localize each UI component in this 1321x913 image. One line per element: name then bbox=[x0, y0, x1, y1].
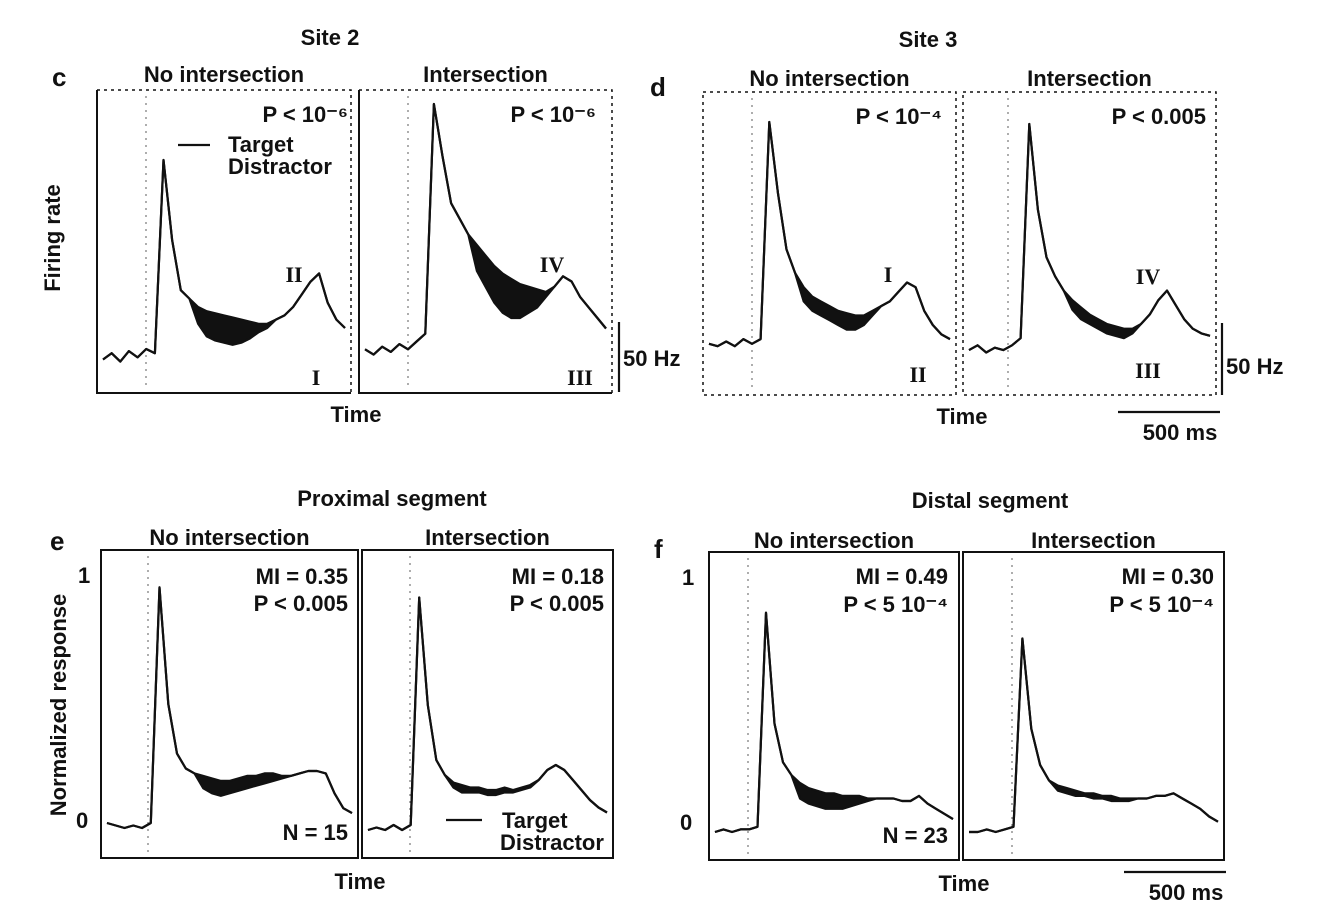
plot-frame-dashed bbox=[702, 91, 957, 396]
panel-label-e: e bbox=[50, 526, 64, 556]
x-axis-label-c: Time bbox=[331, 402, 382, 427]
segment-label-top: I bbox=[884, 262, 893, 287]
difference-band bbox=[189, 298, 277, 346]
stat-label: P < 0.005 bbox=[1112, 104, 1206, 129]
site2-title: Site 2 bbox=[301, 25, 360, 50]
y-tick-1-e: 1 bbox=[78, 563, 90, 588]
y-axis-label-bottom: Normalized response bbox=[46, 594, 71, 817]
stat-label-p: P < 0.005 bbox=[510, 591, 604, 616]
subplot-e-intersection: Intersection MI = 0.18P < 0.005 bbox=[361, 525, 614, 859]
plot-frame bbox=[708, 551, 960, 861]
segment-label-bottom: I bbox=[312, 365, 321, 390]
plot-frame-dashed bbox=[359, 89, 613, 393]
panel-label-d: d bbox=[650, 72, 666, 102]
series-line-distractor bbox=[102, 158, 346, 363]
subplot-title: No intersection bbox=[144, 62, 304, 87]
subplot-title: Intersection bbox=[1027, 66, 1152, 91]
plot-frame bbox=[96, 90, 351, 394]
legend-distractor-e: Distractor bbox=[500, 830, 604, 855]
subplot-title: Intersection bbox=[423, 62, 548, 87]
legend-target-e: Target bbox=[502, 808, 568, 833]
scale-label-500ms-d: 500 ms bbox=[1143, 420, 1218, 445]
segment-label-bottom: III bbox=[1135, 358, 1161, 383]
stat-label: MI = 0.18 bbox=[512, 564, 604, 589]
subplot-c-intersection: Intersection P < 10⁻⁶ IV III bbox=[358, 62, 613, 394]
stat-label-p: P < 5 10⁻⁴ bbox=[843, 592, 948, 617]
subplot-title: No intersection bbox=[754, 528, 914, 553]
legend-target-c: Target bbox=[228, 132, 294, 157]
proximal-title: Proximal segment bbox=[297, 486, 487, 511]
y-tick-0-f: 0 bbox=[680, 810, 692, 835]
stat-label: P < 10⁻⁶ bbox=[510, 102, 596, 127]
y-tick-1-f: 1 bbox=[682, 565, 694, 590]
segment-label-top: II bbox=[285, 262, 302, 287]
n-label: N = 15 bbox=[283, 820, 348, 845]
stat-label: MI = 0.49 bbox=[856, 564, 948, 589]
subplot-f-intersection: Intersection MI = 0.30 P < 5 10⁻⁴ bbox=[962, 528, 1225, 861]
scale-label-50hz-c: 50 Hz bbox=[623, 346, 680, 371]
n-label: N = 23 bbox=[883, 823, 948, 848]
plot-frame bbox=[361, 549, 614, 859]
series-line-distractor bbox=[367, 596, 608, 832]
segment-label-bottom: II bbox=[909, 362, 926, 387]
x-axis-label-f: Time bbox=[939, 871, 990, 896]
series-line-target bbox=[364, 102, 607, 356]
series-line-distractor bbox=[364, 102, 607, 356]
x-axis-label-d: Time bbox=[937, 404, 988, 429]
segment-label-bottom: III bbox=[567, 365, 593, 390]
subplot-title: Intersection bbox=[425, 525, 550, 550]
y-axis-label-top: Firing rate bbox=[40, 184, 65, 292]
stat-label: P < 10⁻⁶ bbox=[262, 102, 348, 127]
plot-frame-dashed bbox=[962, 91, 1217, 396]
subplot-f-no-intersection: No intersection MI = 0.49 P < 5 10⁻⁴ N = 23 bbox=[708, 528, 960, 861]
subplot-title: Intersection bbox=[1031, 528, 1156, 553]
stat-label-p: P < 5 10⁻⁴ bbox=[1109, 592, 1214, 617]
panel-label-f: f bbox=[654, 534, 663, 564]
plot-frame bbox=[100, 549, 359, 859]
distal-title: Distal segment bbox=[912, 488, 1069, 513]
subplot-d-intersection: Intersection P < 0.005 IV III bbox=[962, 66, 1217, 396]
y-tick-0-e: 0 bbox=[76, 808, 88, 833]
plot-frame-dashed bbox=[97, 89, 352, 393]
plot-frame bbox=[962, 551, 1225, 861]
series-line-target bbox=[969, 637, 1219, 834]
subplot-title: No intersection bbox=[149, 525, 309, 550]
segment-label-top: IV bbox=[1136, 264, 1161, 289]
stat-label: P < 10⁻⁴ bbox=[856, 104, 942, 129]
scale-label-500ms-f: 500 ms bbox=[1149, 880, 1224, 905]
plot-frame bbox=[358, 90, 612, 394]
series-line-distractor bbox=[714, 611, 954, 834]
segment-label-top: IV bbox=[540, 252, 565, 277]
stat-label: MI = 0.35 bbox=[256, 564, 348, 589]
stat-label: MI = 0.30 bbox=[1122, 564, 1214, 589]
series-line-distractor bbox=[969, 637, 1219, 834]
scale-label-50hz-d: 50 Hz bbox=[1226, 354, 1283, 379]
x-axis-label-e: Time bbox=[335, 869, 386, 894]
subplot-title: No intersection bbox=[749, 66, 909, 91]
series-line-distractor bbox=[968, 122, 1211, 354]
site3-title: Site 3 bbox=[899, 27, 958, 52]
difference-band bbox=[791, 774, 877, 810]
stat-label-p: P < 0.005 bbox=[254, 591, 348, 616]
series-line-distractor bbox=[708, 120, 951, 348]
subplot-e-no-intersection: No intersection MI = 0.35P < 0.005 N = 15 bbox=[100, 525, 359, 859]
legend-distractor-c: Distractor bbox=[228, 154, 332, 179]
panel-label-c: c bbox=[52, 62, 66, 92]
series-line-distractor bbox=[106, 586, 353, 830]
